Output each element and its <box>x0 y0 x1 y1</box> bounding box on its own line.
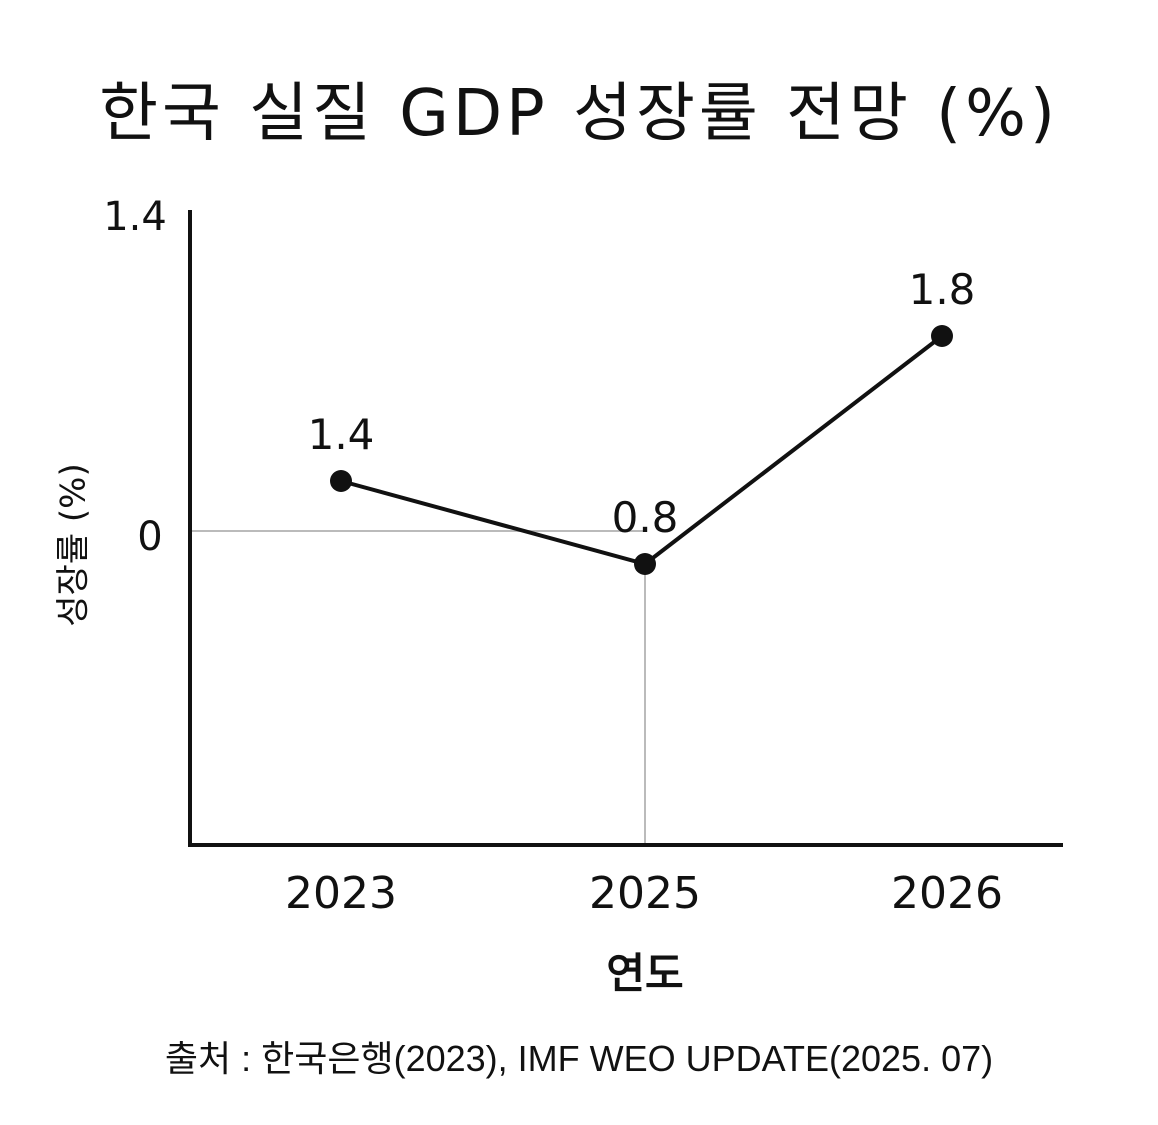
data-point-2026 <box>931 325 953 347</box>
chart-title: 한국 실질 GDP 성장률 전망 (%) <box>99 77 1059 151</box>
y-axis-label: 성장률 (%) <box>53 463 94 627</box>
series-points <box>330 325 953 575</box>
x-tick-label-2023: 2023 <box>285 868 397 919</box>
x-axis-label: 연도 <box>606 949 684 998</box>
x-tick-label-2025: 2025 <box>589 868 701 919</box>
source-note: 출처 : 한국은행(2023), IMF WEO UPDATE(2025. 07… <box>164 1038 994 1079</box>
series-data-labels: 1.4 0.8 1.8 <box>308 265 976 542</box>
x-tick-label-2026: 2026 <box>891 868 1003 919</box>
y-tick-label-zero: 0 <box>137 514 162 560</box>
data-label-2026: 1.8 <box>909 265 976 314</box>
data-label-2023: 1.4 <box>308 410 375 459</box>
data-point-2025 <box>634 553 656 575</box>
data-label-2025: 0.8 <box>612 493 679 542</box>
y-tick-label-top: 1.4 <box>103 194 167 240</box>
data-point-2023 <box>330 470 352 492</box>
